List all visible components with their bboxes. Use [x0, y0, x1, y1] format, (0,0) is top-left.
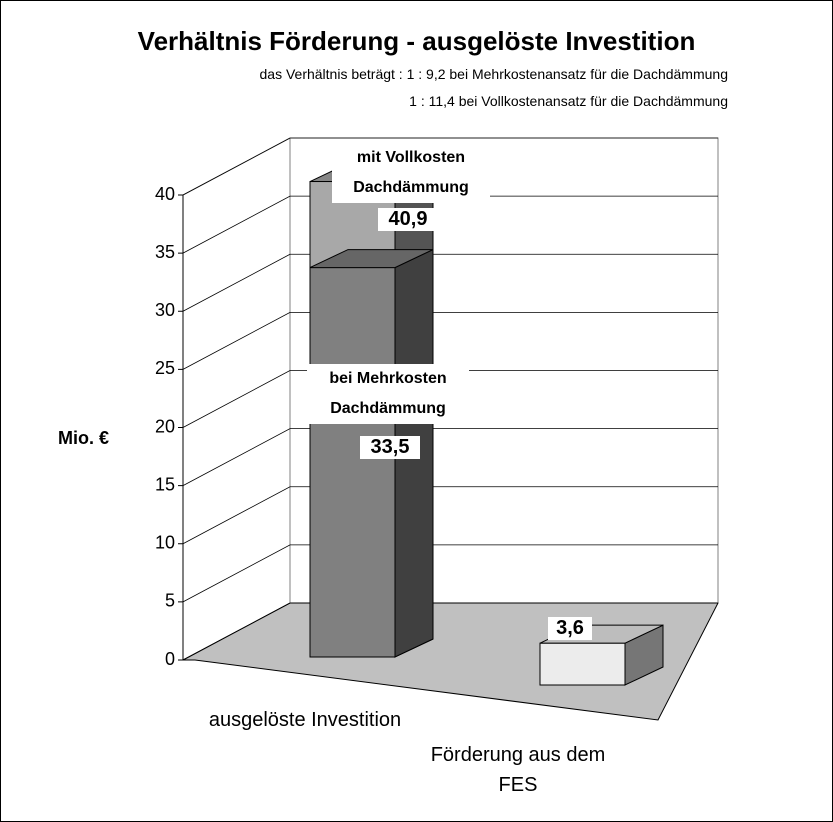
- grid-line: [182, 602, 718, 661]
- y-tick-label: 20: [155, 416, 175, 436]
- x-tick-label: Förderung aus dem FES: [430, 744, 606, 796]
- grid-line: [182, 370, 718, 428]
- bar-top: [309, 249, 434, 269]
- y-tick-label: 35: [155, 242, 175, 262]
- grid-line: [182, 137, 718, 196]
- y-tick-label: 30: [155, 300, 175, 320]
- grid-line: [182, 311, 718, 370]
- data-label: 40,9: [378, 208, 438, 231]
- grid-line: [182, 253, 718, 312]
- grid-line: [182, 486, 718, 545]
- y-axis-label: Mio. €: [58, 428, 110, 448]
- grid-line: [182, 195, 718, 254]
- subtitle: 1 : 11,4 bei Vollkostenansatz für die Da…: [409, 93, 728, 109]
- y-tick-label: 10: [155, 533, 175, 553]
- bar-front: [539, 642, 626, 686]
- chart-title: Verhältnis Förderung - ausgelöste Invest…: [137, 26, 696, 56]
- data-label: 33,5: [360, 436, 420, 459]
- y-tick-label: 40: [155, 184, 175, 204]
- x-tick-label: ausgelöste Investition: [208, 709, 402, 731]
- series-label: bei Mehrkosten Dachdämmung: [307, 364, 469, 424]
- subtitle: das Verhältnis beträgt : 1 : 9,2 bei Meh…: [259, 66, 729, 82]
- bar-front: [309, 267, 396, 658]
- data-label: 3,6: [548, 617, 592, 640]
- y-tick-label: 25: [155, 358, 175, 378]
- series-label: mit Vollkosten Dachdämmung: [332, 143, 490, 203]
- y-tick-label: 15: [155, 474, 175, 494]
- grid-line: [182, 428, 718, 486]
- y-tick-label: 5: [165, 591, 175, 611]
- y-tick-label: 0: [165, 649, 175, 669]
- grid-line: [182, 544, 718, 603]
